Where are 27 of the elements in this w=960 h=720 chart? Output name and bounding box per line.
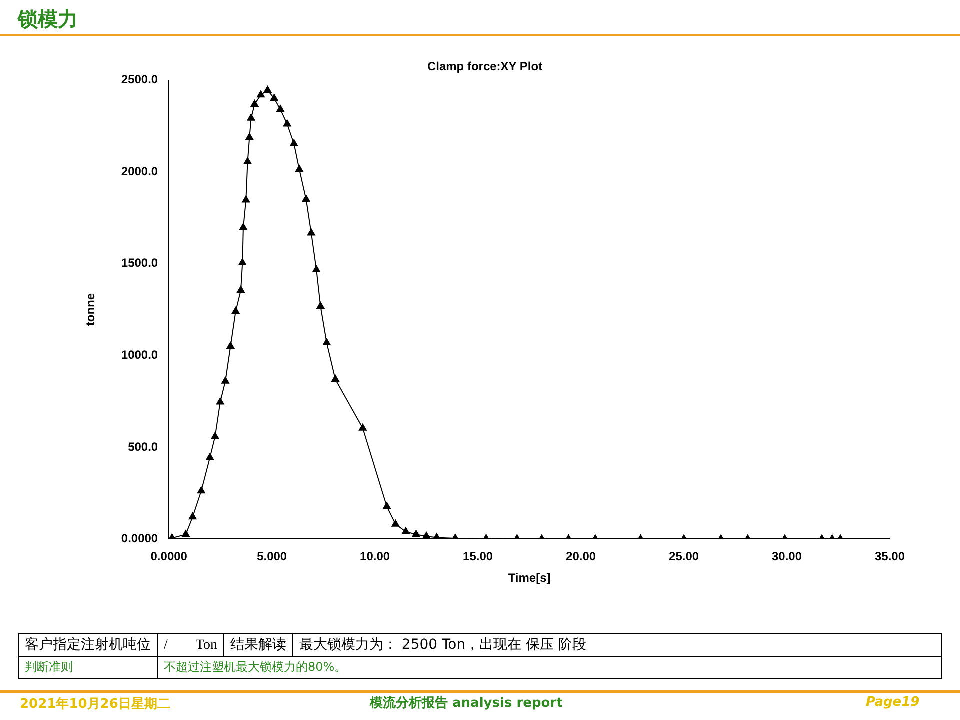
x-tick-label: 20.00	[566, 550, 596, 564]
text: 客户指定注射机吨位	[18, 634, 158, 656]
text: 判断准则	[18, 656, 158, 678]
text: 不超过注塑机最大锁模力的80%。	[158, 656, 942, 678]
text: 模流分析报告 analysis report	[370, 694, 563, 712]
x-tick-label: 30.00	[772, 550, 802, 564]
text: 结果解读	[224, 634, 293, 656]
chart-subtitle: Clamp force:XY Plot	[427, 60, 543, 74]
x-tick-label: 10.00	[360, 550, 390, 564]
y-axis-title: tonne	[84, 293, 98, 326]
x-axis-title: Time[s]	[508, 571, 551, 586]
text: 2021年10月26日星期二	[20, 696, 170, 713]
y-tick-label: 0.0000	[121, 532, 158, 546]
x-tick-label: 15.00	[463, 550, 494, 564]
text: Page19	[866, 695, 920, 710]
chart-title: 锁模力	[18, 6, 78, 33]
y-tick-label: 1000.0	[121, 348, 158, 362]
y-tick-label: 500.0	[128, 440, 158, 454]
x-tick-label: 5.000	[257, 550, 288, 564]
x-tick-label: 0.0000	[150, 550, 188, 564]
x-tick-label: 35.00	[874, 550, 906, 564]
x-tick-label: 25.00	[669, 550, 700, 564]
text: 最大锁模力为： 2500 Ton，出现在 保压 阶段	[292, 634, 942, 656]
text: / Ton	[158, 634, 224, 656]
y-tick-label: 2000.0	[121, 164, 158, 178]
y-tick-label: 2500.0	[121, 72, 158, 87]
y-tick-label: 1500.0	[121, 256, 158, 270]
